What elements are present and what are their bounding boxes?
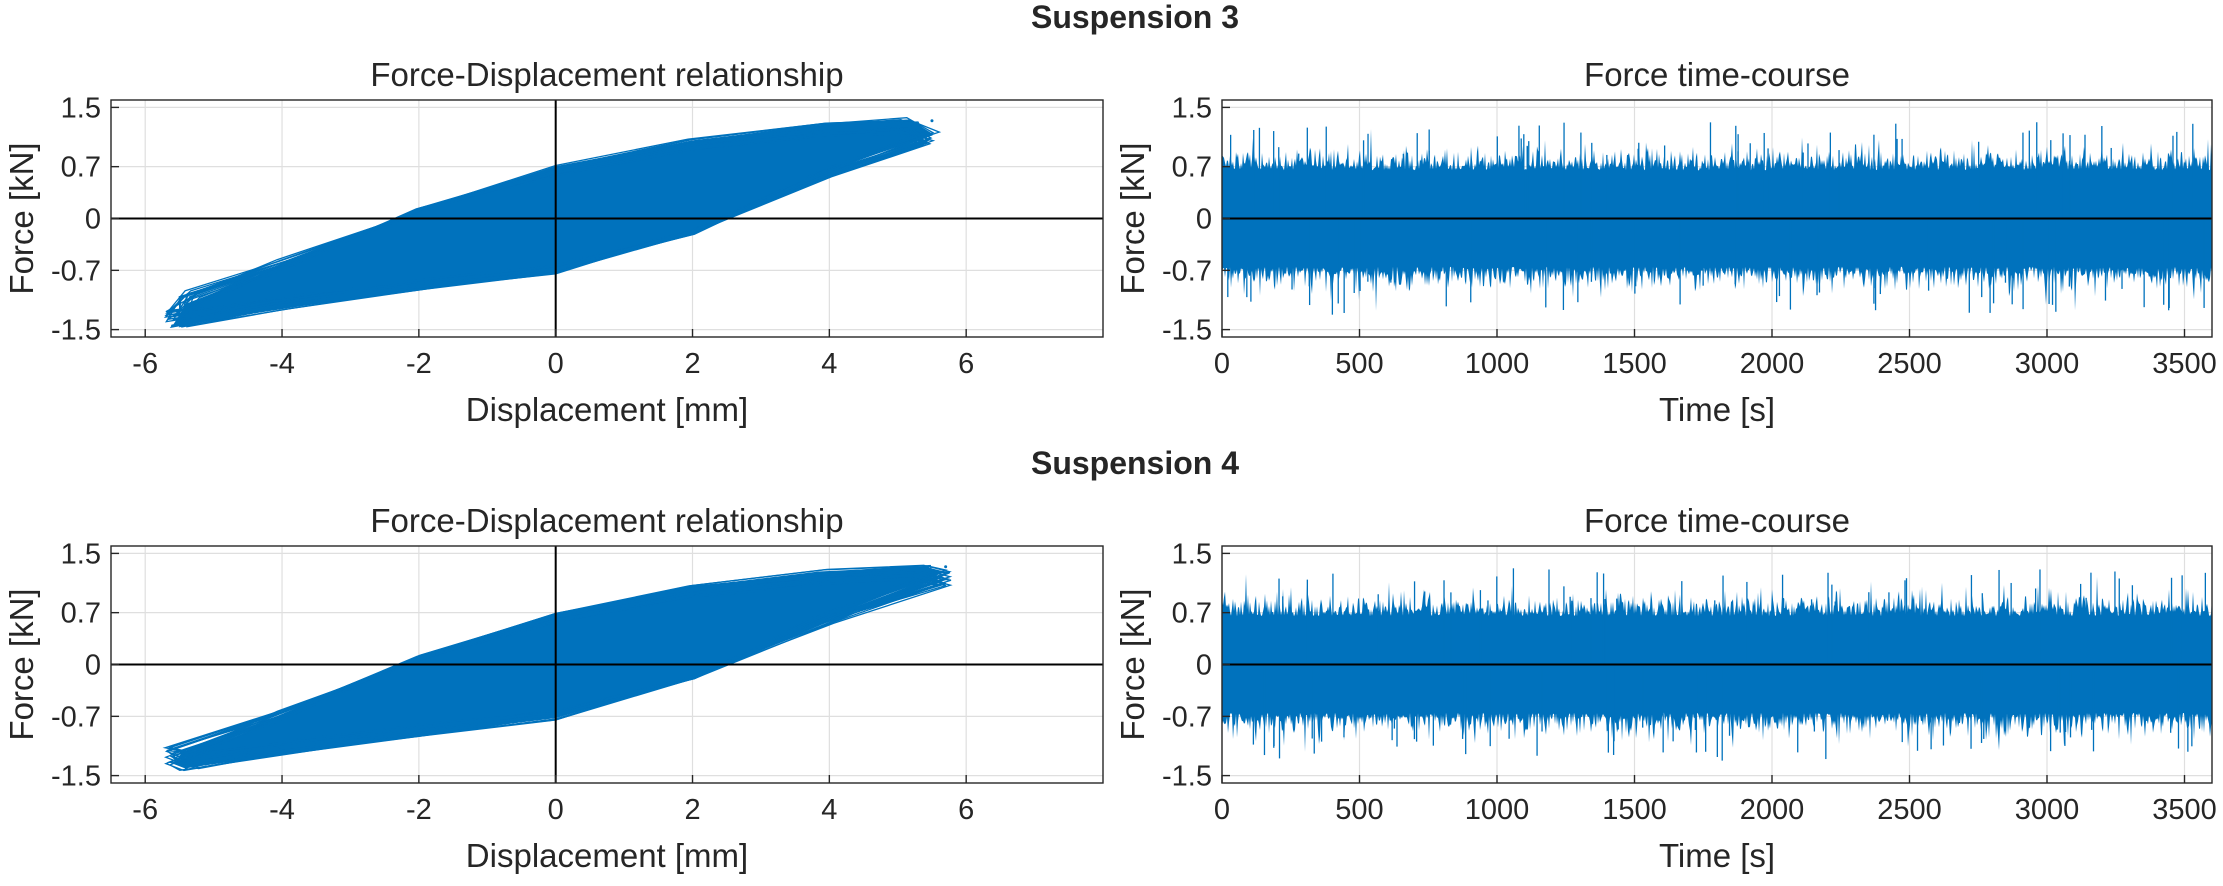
plot-content: [162, 564, 953, 772]
chart-panel-1: -6 -4 -2 0 2 4 6 -1.5 -0.7 0 0.7 1.5 Force-Displacem…: [3, 56, 1104, 428]
y-tick-label: -0.7: [1162, 255, 1212, 287]
x-tick-label: 500: [1335, 794, 1383, 826]
y-tick-label: 1.5: [61, 92, 101, 124]
x-tick-label: 2500: [1877, 348, 1942, 380]
chart-panel-3: -6 -4 -2 0 2 4 6 -1.5 -0.7 0 0.7 1.5 Force-Displacem…: [3, 502, 1104, 874]
y-tick-label: 0: [1196, 204, 1212, 236]
hysteresis-cycle: [166, 576, 953, 755]
y-tick-label: -1.5: [51, 761, 101, 793]
x-tick-label: 2500: [1877, 794, 1942, 826]
x-tick-label: 3000: [2015, 348, 2080, 380]
group-title-suspension-4: Suspension 4: [1031, 445, 1239, 481]
plot-content: [163, 117, 942, 328]
x-tick-label: -2: [406, 348, 432, 380]
x-tick-label: 1000: [1465, 794, 1530, 826]
x-tick-label: -2: [406, 794, 432, 826]
hysteresis-cycle: [163, 569, 945, 765]
x-tick-label: 0: [548, 348, 564, 380]
x-tick-label: 1500: [1602, 794, 1667, 826]
hysteresis-cycle: [167, 133, 932, 312]
x-tick-label: 2000: [1740, 348, 1805, 380]
x-tick-label: -6: [132, 348, 158, 380]
hysteresis-cycle: [166, 578, 947, 756]
x-tick-label: 1500: [1602, 348, 1667, 380]
y-axis-label: Force [kN]: [1114, 142, 1151, 294]
y-tick-label: 0.7: [1172, 598, 1212, 630]
hysteresis-cycle: [180, 127, 919, 319]
x-tick-label: 3500: [2152, 794, 2217, 826]
chart-title: Force-Displacement relationship: [370, 56, 843, 93]
force-signal: [1222, 129, 2212, 311]
y-tick-label: 0.7: [61, 598, 101, 630]
plot-content: [1222, 122, 2212, 315]
x-tick-label: 6: [958, 348, 974, 380]
x-axis-label: Time [s]: [1659, 837, 1775, 874]
x-tick-label: 4: [821, 794, 837, 826]
x-tick-label: 0: [548, 794, 564, 826]
x-tick-label: 1000: [1465, 348, 1530, 380]
x-tick-label: -4: [269, 348, 295, 380]
y-axis-label: Force [kN]: [3, 588, 40, 740]
hysteresis-cycle: [169, 577, 941, 754]
y-tick-label: 0: [85, 204, 101, 236]
hysteresis-cycle: [182, 121, 933, 326]
x-tick-label: 0: [1214, 348, 1230, 380]
hysteresis-cycle: [185, 128, 930, 319]
x-tick-label: 6: [958, 794, 974, 826]
extreme-max-point: [944, 565, 948, 569]
chart-panel-2: 0 500 1000 1500 2000 2500 3000 3500 -1.5 -0.7 0 0.7…: [1114, 56, 2217, 428]
extreme-min-point: [184, 766, 188, 770]
force-signal: [1222, 574, 2212, 752]
hysteresis-fill: [172, 120, 932, 326]
y-tick-label: -1.5: [51, 315, 101, 347]
y-axis-label: Force [kN]: [3, 142, 40, 294]
x-axis-label: Displacement [mm]: [466, 391, 748, 428]
y-tick-label: -0.7: [51, 255, 101, 287]
x-tick-label: 2: [684, 348, 700, 380]
x-tick-label: 4: [821, 348, 837, 380]
y-tick-label: -0.7: [1162, 701, 1212, 733]
extreme-min-point: [171, 324, 175, 328]
chart-title: Force-Displacement relationship: [370, 502, 843, 539]
x-tick-label: 2: [684, 794, 700, 826]
y-axis-label: Force [kN]: [1114, 588, 1151, 740]
hysteresis-fill: [172, 566, 946, 769]
chart-panel-4: 0 500 1000 1500 2000 2500 3000 3500 -1.5 -0.7 0 0.7…: [1114, 502, 2217, 874]
x-tick-label: -6: [132, 794, 158, 826]
y-tick-label: -0.7: [51, 701, 101, 733]
x-tick-label: 2000: [1740, 794, 1805, 826]
chart-title: Force time-course: [1584, 502, 1850, 539]
y-tick-label: 0.7: [1172, 152, 1212, 184]
y-tick-label: -1.5: [1162, 315, 1212, 347]
x-tick-label: 3000: [2015, 794, 2080, 826]
extreme-max-point: [930, 119, 934, 123]
y-tick-label: 1.5: [1172, 538, 1212, 570]
y-tick-label: 1.5: [61, 538, 101, 570]
y-tick-label: 0: [85, 650, 101, 682]
y-tick-label: 0.7: [61, 152, 101, 184]
chart-title: Force time-course: [1584, 56, 1850, 93]
x-tick-label: 500: [1335, 348, 1383, 380]
x-tick-label: 3500: [2152, 348, 2217, 380]
y-tick-label: -1.5: [1162, 761, 1212, 793]
y-tick-label: 1.5: [1172, 92, 1212, 124]
y-tick-label: 0: [1196, 650, 1212, 682]
group-title-suspension-3: Suspension 3: [1031, 0, 1239, 35]
x-tick-label: 0: [1214, 794, 1230, 826]
x-tick-label: -4: [269, 794, 295, 826]
plot-content: [1222, 568, 2212, 761]
x-axis-label: Time [s]: [1659, 391, 1775, 428]
x-axis-label: Displacement [mm]: [466, 837, 748, 874]
